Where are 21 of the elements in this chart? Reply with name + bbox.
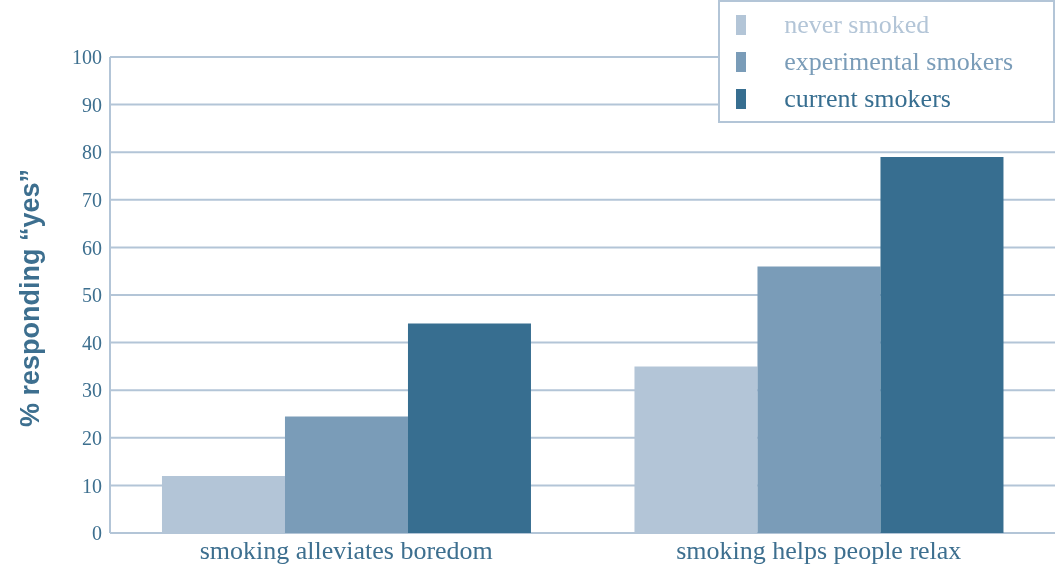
y-tick-label: 50 [82, 284, 102, 307]
legend-label: experimental smokers [784, 46, 1013, 77]
x-tick-label: smoking alleviates boredom [199, 536, 493, 566]
y-tick-label: 20 [82, 426, 102, 449]
y-tick-label: 40 [82, 331, 102, 354]
y-axis-title: % responding “yes” [14, 168, 46, 428]
y-tick-label: 70 [82, 188, 102, 211]
legend-label: never smoked [784, 9, 930, 40]
y-tick-label: 10 [82, 474, 102, 497]
legend-label: current smokers [784, 83, 951, 114]
x-tick-label: smoking helps people relax [676, 536, 962, 566]
y-tick-label: 30 [82, 379, 102, 402]
bar [757, 266, 881, 533]
y-tick-label: 90 [82, 93, 102, 116]
y-tick-label: 0 [92, 522, 102, 545]
bar [880, 156, 1004, 533]
y-tick-label: 80 [82, 141, 102, 164]
y-tick-label: 100 [72, 46, 102, 69]
y-tick-label: 60 [82, 236, 102, 259]
bar [407, 323, 531, 533]
bar [284, 416, 408, 533]
